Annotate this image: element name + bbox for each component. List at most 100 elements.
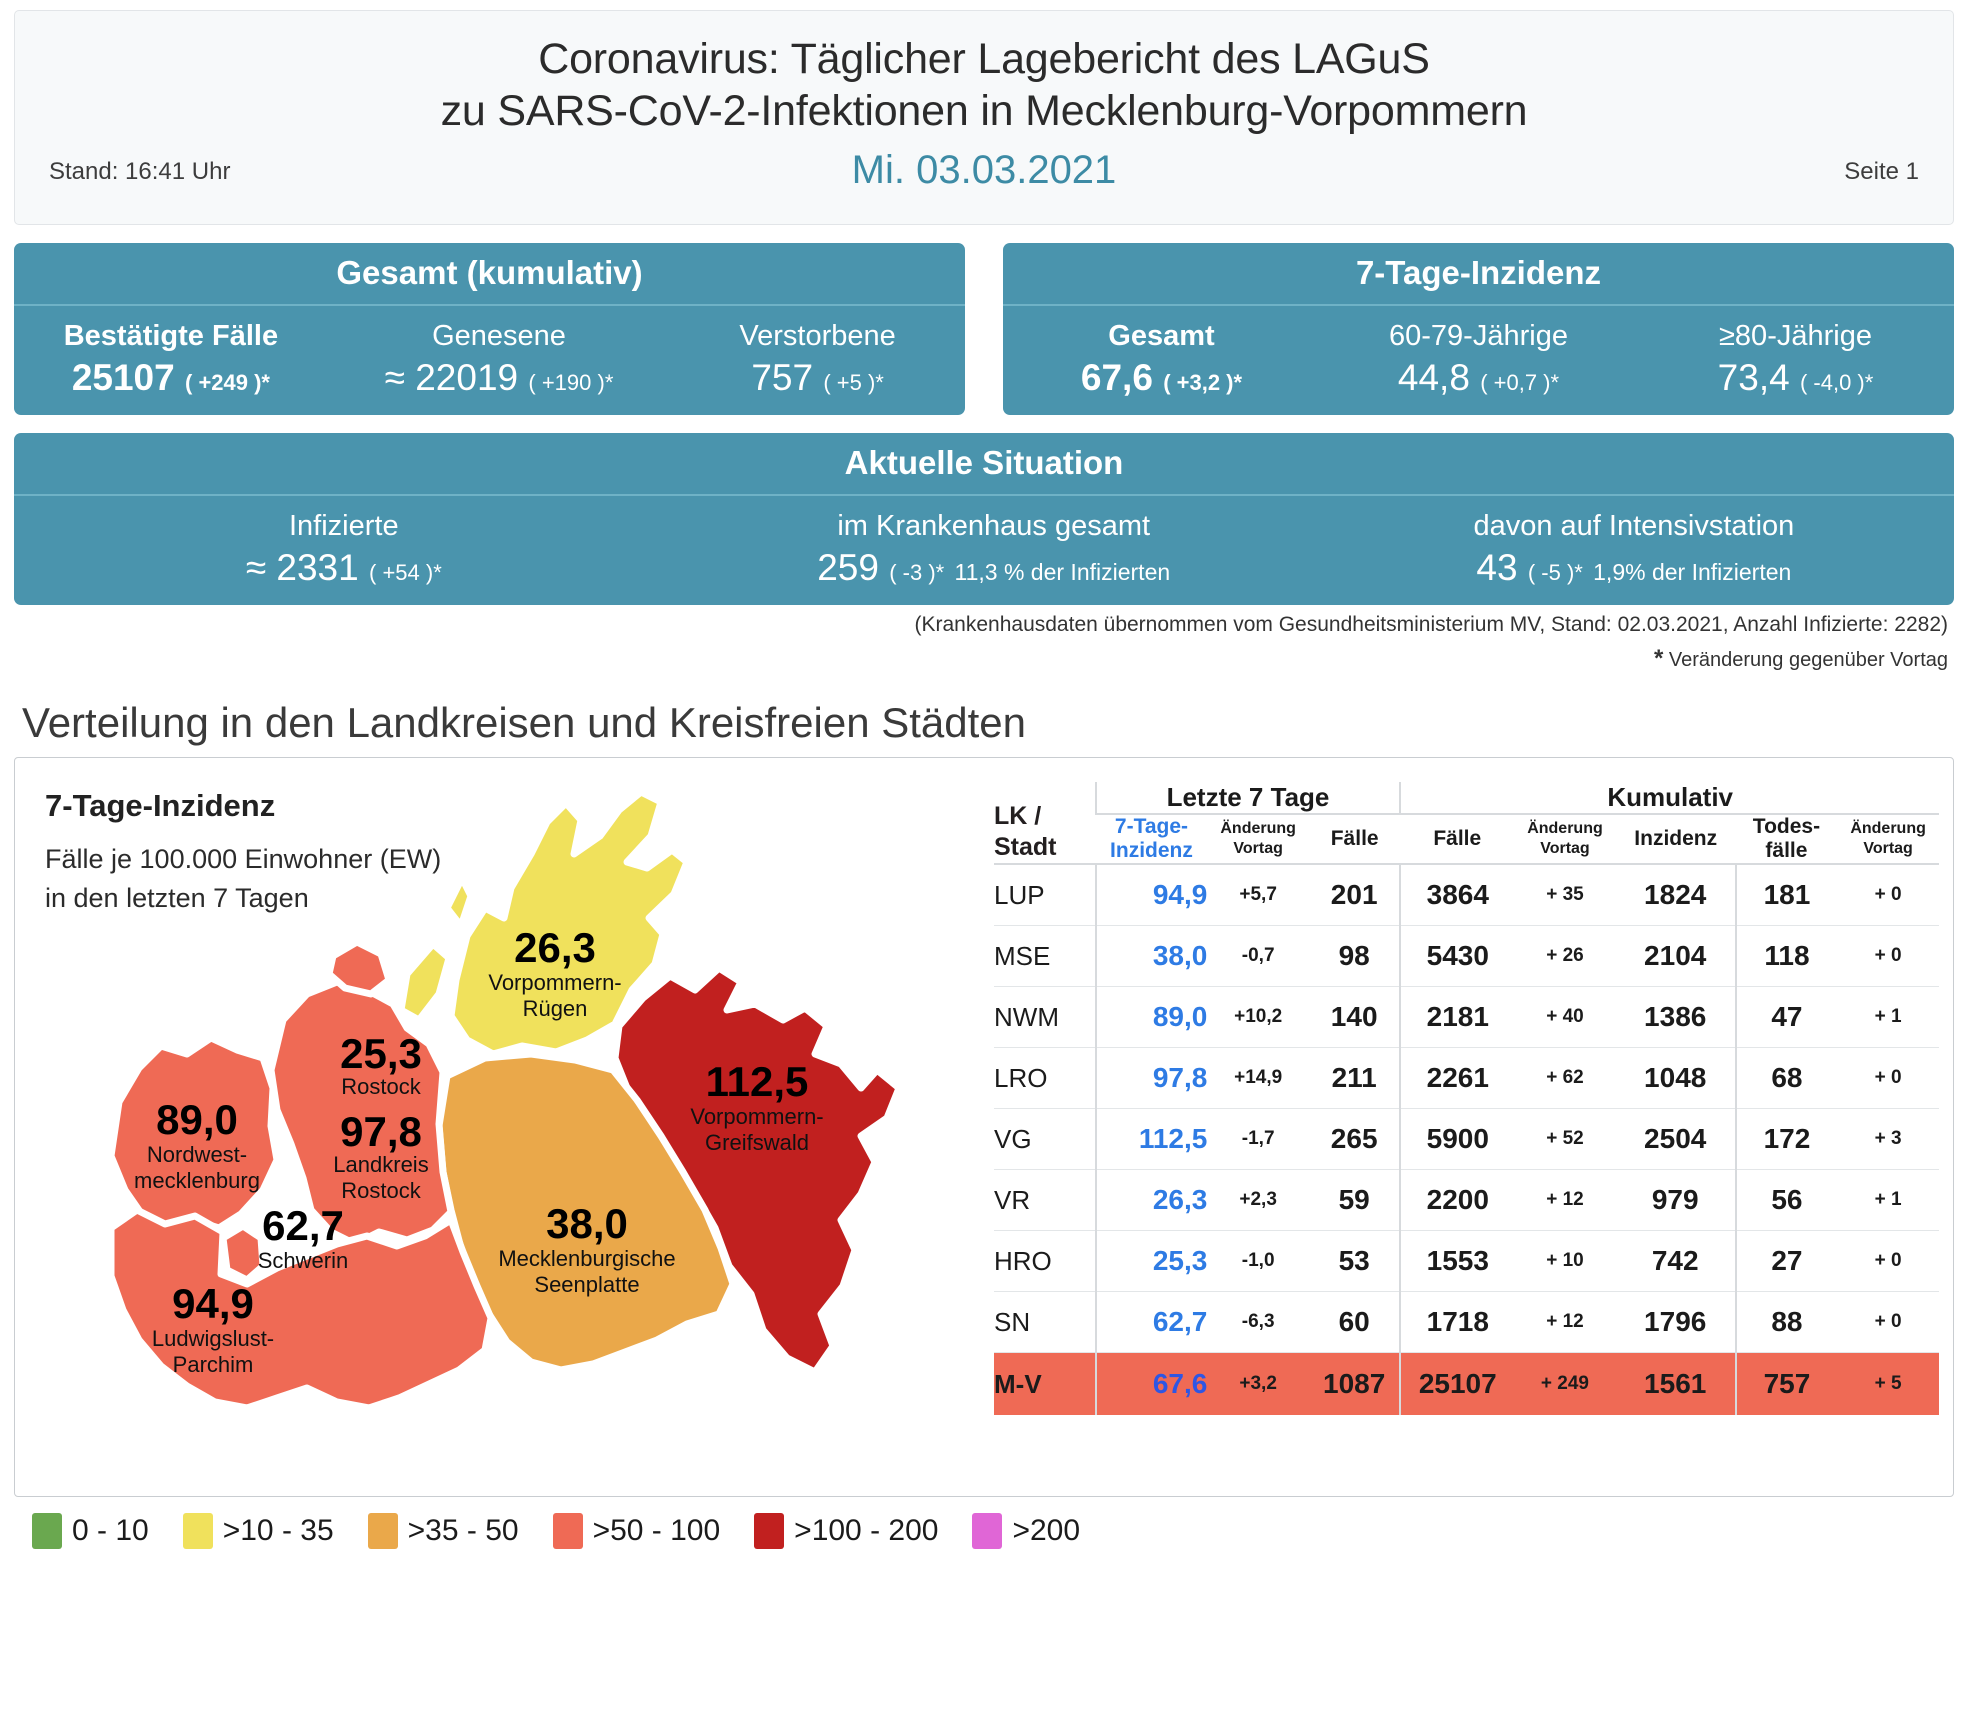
region-rostock[interactable] — [325, 938, 393, 998]
cell-faelle-kum: 1718 — [1399, 1291, 1515, 1353]
page-number: Seite 1 — [1844, 158, 1919, 185]
cell-aenderung7: +3,2 — [1207, 1352, 1309, 1415]
map-and-table-card: 7-Tage-Inzidenz Fälle je 100.000 Einwohn… — [14, 757, 1954, 1497]
th-todesfaelle-l2: fälle — [1765, 839, 1808, 862]
panel-gesamt-kumulativ: Gesamt (kumulativ) Bestätigte Fälle 2510… — [14, 243, 965, 415]
stat-value: 22019 — [415, 357, 519, 398]
table-group-header-row: LK / Stadt Letzte 7 Tage Kumulativ — [994, 782, 1939, 865]
stat-intensivstation: davon auf Intensivstation 43 ( -5 )* 1,9… — [1314, 504, 1954, 589]
legend-item: >200 — [972, 1513, 1080, 1549]
th-aenderung2-l2: Vortag — [1540, 840, 1590, 857]
legend-swatch-icon — [32, 1513, 62, 1549]
cell-aenderung-kum: + 35 — [1514, 864, 1616, 926]
cell-inzidenz7: 67,6 — [1094, 1352, 1208, 1415]
legend-label: >200 — [1012, 1514, 1081, 1547]
asterisk-text: Veränderung gegenüber Vortag — [1668, 649, 1948, 671]
cell-inzidenz7: 112,5 — [1094, 1108, 1208, 1170]
cell-aenderung-tod: + 0 — [1837, 1291, 1939, 1353]
cell-faelle7: 59 — [1308, 1169, 1401, 1231]
cell-aenderung-tod: + 5 — [1837, 1352, 1939, 1415]
region-vorpommern-ruegen[interactable] — [447, 788, 691, 1058]
table-row[interactable]: HRO 25,3 -1,0 53 1553 + 10 742 27 + 0 — [994, 1230, 1939, 1292]
cell-lk: VR — [994, 1169, 1096, 1231]
cell-todesfaelle: 757 — [1734, 1352, 1838, 1415]
th-7-tage-inzidenz-l2: Inzidenz — [1110, 839, 1193, 862]
cell-lk: LUP — [994, 864, 1096, 926]
table-row[interactable]: VG 112,5 -1,7 265 5900 + 52 2504 172 + 3 — [994, 1108, 1939, 1170]
districts-table-pane: LK / Stadt Letzte 7 Tage Kumulativ 7-Tag… — [980, 758, 1953, 1496]
cell-inzidenz-kum: 742 — [1615, 1230, 1736, 1292]
table-row[interactable]: SN 62,7 -6,3 60 1718 + 12 1796 88 + 0 — [994, 1291, 1939, 1353]
stat-label: 60-79-Jährige — [1389, 320, 1568, 352]
cell-faelle7: 53 — [1308, 1230, 1401, 1292]
cell-faelle-kum: 5430 — [1399, 925, 1515, 987]
stat-value: 25107 — [71, 357, 175, 398]
districts-table: LK / Stadt Letzte 7 Tage Kumulativ 7-Tag… — [994, 782, 1939, 1415]
cell-lk: NWM — [994, 986, 1096, 1048]
stat-inzidenz-gesamt: Gesamt 67,6 ( +3,2 )* — [1003, 314, 1320, 399]
table-sub-header-row: 7-Tage- Inzidenz Änderung Vortag Fälle F… — [994, 814, 1939, 865]
table-row[interactable]: LRO 97,8 +14,9 211 2261 + 62 1048 68 + 0 — [994, 1047, 1939, 1109]
cell-faelle-kum: 1553 — [1399, 1230, 1515, 1292]
stat-delta: ( -4,0 )* — [1799, 370, 1874, 395]
panel-aktuelle-situation: Aktuelle Situation Infizierte ≈ 2331 ( +… — [14, 433, 1954, 605]
th-lk-stadt-l2: Stadt — [994, 832, 1057, 861]
stat-value: 73,4 — [1717, 357, 1790, 398]
cell-faelle-kum: 2261 — [1399, 1047, 1515, 1109]
th-aenderung3-l2: Vortag — [1863, 840, 1913, 857]
stat-value: 259 — [817, 547, 879, 588]
cell-todesfaelle: 88 — [1734, 1291, 1838, 1353]
cell-inzidenz7: 94,9 — [1094, 864, 1208, 926]
panel-situation-title: Aktuelle Situation — [14, 433, 1954, 496]
cell-aenderung-kum: + 52 — [1514, 1108, 1616, 1170]
map-subheading: Fälle je 100.000 Einwohner (EW) in den l… — [45, 840, 441, 918]
cell-inzidenz7: 25,3 — [1094, 1230, 1208, 1292]
panel-gesamt-title: Gesamt (kumulativ) — [14, 243, 965, 306]
legend-item: >35 - 50 — [367, 1513, 519, 1549]
page-title: Coronavirus: Täglicher Lagebericht des L… — [39, 33, 1929, 138]
cell-aenderung7: -1,0 — [1207, 1230, 1309, 1292]
cell-faelle7: 98 — [1308, 925, 1401, 987]
section-title: Verteilung in den Landkreisen und Kreisf… — [22, 699, 1027, 746]
th-7-tage-inzidenz-l1: 7-Tage- — [1114, 815, 1189, 838]
title-line-1: Coronavirus: Täglicher Lagebericht des L… — [538, 35, 1430, 83]
cell-todesfaelle: 181 — [1734, 864, 1838, 926]
stat-value-wrap: 757 ( +5 )* — [670, 357, 965, 399]
region-schwerin[interactable] — [219, 1222, 267, 1284]
th-group-letzte-7-tage: Letzte 7 Tage — [1094, 782, 1401, 815]
cell-faelle7: 265 — [1308, 1108, 1401, 1170]
region-ludwigslust-parchim[interactable] — [107, 1206, 495, 1412]
cell-inzidenz-kum: 2504 — [1615, 1108, 1736, 1170]
stat-delta: ( +54 )* — [369, 560, 442, 585]
stat-bestaetigte-faelle: Bestätigte Fälle 25107 ( +249 )* — [14, 314, 328, 399]
th-lk-stadt: LK / Stadt — [994, 782, 1096, 865]
region-nordwestmecklenburg[interactable] — [107, 1034, 281, 1234]
cell-aenderung-kum: + 12 — [1514, 1169, 1616, 1231]
th-group-kumulativ: Kumulativ — [1399, 782, 1939, 815]
cell-todesfaelle: 172 — [1734, 1108, 1838, 1170]
stat-inzidenz-80plus: ≥80-Jährige 73,4 ( -4,0 )* — [1637, 314, 1954, 399]
stat-value-wrap: 44,8 ( +0,7 )* — [1320, 357, 1637, 399]
stat-delta: ( +0,7 )* — [1480, 370, 1560, 395]
stat-label: Verstorbene — [739, 320, 896, 352]
table-row[interactable]: MSE 38,0 -0,7 98 5430 + 26 2104 118 + 0 — [994, 925, 1939, 987]
legend-item: >10 - 35 — [182, 1513, 334, 1549]
region-landkreis-rostock[interactable] — [267, 978, 455, 1248]
th-todesfaelle: Todes- fälle — [1735, 814, 1838, 865]
table-row[interactable]: VR 26,3 +2,3 59 2200 + 12 979 56 + 1 — [994, 1169, 1939, 1231]
legend-label: >10 - 35 — [222, 1514, 334, 1547]
legend-swatch-icon — [972, 1513, 1003, 1549]
table-row[interactable]: NWM 89,0 +10,2 140 2181 + 40 1386 47 + 1 — [994, 986, 1939, 1048]
cell-faelle-kum: 25107 — [1399, 1352, 1515, 1415]
th-aenderung-vortag-todesfaelle: Änderung Vortag — [1837, 814, 1939, 865]
table-row-total[interactable]: M-V 67,6 +3,2 1087 25107 + 249 1561 757 … — [994, 1352, 1939, 1415]
legend-swatch-icon — [367, 1513, 398, 1549]
cell-aenderung7: +10,2 — [1207, 986, 1309, 1048]
cell-faelle-kum: 2181 — [1399, 986, 1515, 1048]
cell-todesfaelle: 47 — [1734, 986, 1838, 1048]
report-header: Coronavirus: Täglicher Lagebericht des L… — [14, 10, 1954, 225]
stat-value-wrap: 43 ( -5 )* 1,9% der Infizierten — [1314, 547, 1954, 589]
table-row[interactable]: LUP 94,9 +5,7 201 3864 + 35 1824 181 + 0 — [994, 864, 1939, 926]
cell-faelle-kum: 2200 — [1399, 1169, 1515, 1231]
summary-panels: Gesamt (kumulativ) Bestätigte Fälle 2510… — [14, 243, 1954, 415]
